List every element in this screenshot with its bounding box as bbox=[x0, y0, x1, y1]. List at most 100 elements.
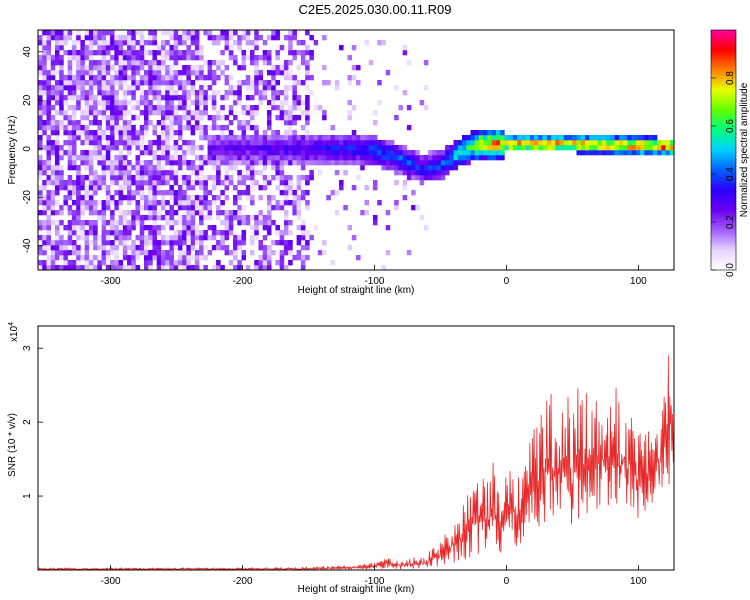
heatmap-cell bbox=[644, 145, 649, 151]
heatmap-cell bbox=[266, 180, 272, 186]
colorbar-tick-label: 0.6 bbox=[725, 119, 736, 133]
heatmap-cell bbox=[135, 85, 141, 91]
heatmap-cell bbox=[462, 135, 467, 141]
heatmap-cell bbox=[54, 145, 60, 151]
snr-x-ticks: -300 -200 -100 0 100 bbox=[101, 565, 647, 587]
heatmap-cell bbox=[216, 165, 221, 171]
heatmap-cell bbox=[300, 245, 306, 251]
heatmap-cell bbox=[114, 55, 119, 61]
heatmap-cell bbox=[80, 160, 85, 166]
heatmap-cell bbox=[71, 180, 77, 186]
heatmap-cell bbox=[71, 225, 77, 231]
heatmap-cell bbox=[317, 160, 323, 166]
heatmap-cell bbox=[42, 165, 47, 171]
heatmap-cell bbox=[131, 255, 136, 261]
heatmap-cell bbox=[173, 95, 179, 101]
heatmap-cell bbox=[54, 155, 60, 161]
heatmap-cell bbox=[84, 200, 90, 206]
heatmap-cell bbox=[156, 185, 162, 191]
heatmap-cell bbox=[241, 205, 247, 211]
heatmap-cell bbox=[54, 80, 60, 86]
heatmap-cell bbox=[135, 30, 141, 36]
heatmap-cell bbox=[46, 85, 52, 91]
heatmap-cell bbox=[364, 200, 370, 206]
heatmap-cell bbox=[194, 145, 200, 151]
heatmap-cell bbox=[84, 230, 90, 236]
heatmap-cell bbox=[584, 140, 590, 146]
heatmap-cell bbox=[258, 95, 264, 101]
heatmap-cell bbox=[334, 190, 340, 196]
heatmap-cell bbox=[339, 185, 344, 191]
heatmap-cell bbox=[80, 265, 85, 271]
heatmap-cell bbox=[385, 155, 391, 161]
heatmap-cell bbox=[101, 100, 107, 106]
heatmap-cell bbox=[623, 145, 628, 151]
heatmap-cell bbox=[283, 265, 289, 271]
heatmap-cell bbox=[84, 140, 90, 146]
heatmap-cell bbox=[93, 110, 98, 116]
heatmap-cell bbox=[105, 115, 111, 121]
heatmap-cell bbox=[152, 255, 158, 261]
heatmap-cell bbox=[347, 100, 353, 106]
heatmap-cell bbox=[50, 105, 56, 111]
heatmap-cell bbox=[97, 70, 102, 76]
heatmap-cell bbox=[156, 110, 162, 116]
heatmap-cell bbox=[105, 90, 111, 96]
heatmap-cell bbox=[190, 210, 196, 216]
heatmap-cell bbox=[152, 235, 158, 241]
heatmap-cell bbox=[84, 50, 90, 56]
heatmap-cell bbox=[144, 200, 149, 206]
heatmap-cell bbox=[101, 240, 107, 246]
heatmap-cell bbox=[237, 45, 242, 51]
heatmap-cell bbox=[250, 240, 255, 246]
heatmap-cell bbox=[131, 190, 136, 196]
heatmap-cell bbox=[160, 165, 166, 171]
heatmap-cell bbox=[470, 150, 476, 156]
heatmap-cell bbox=[46, 195, 52, 201]
heatmap-cell bbox=[169, 85, 174, 91]
heatmap-cell bbox=[453, 155, 459, 161]
heatmap-cell bbox=[394, 205, 399, 211]
heatmap-cell bbox=[177, 175, 183, 181]
heatmap-cell bbox=[339, 150, 344, 156]
heatmap-cell bbox=[271, 90, 276, 96]
heatmap-cell bbox=[258, 155, 264, 161]
heatmap-cell bbox=[199, 100, 204, 106]
heatmap-cell bbox=[114, 35, 119, 41]
heatmap-cell bbox=[105, 240, 111, 246]
heatmap-cell bbox=[97, 125, 102, 131]
heatmap-cell bbox=[254, 180, 259, 186]
heatmap-cell bbox=[144, 215, 149, 221]
heatmap-cell bbox=[305, 150, 310, 156]
heatmap-cell bbox=[46, 240, 52, 246]
heatmap-cell bbox=[500, 155, 505, 161]
heatmap-cell bbox=[445, 155, 450, 161]
heatmap-cell bbox=[186, 125, 191, 131]
heatmap-cell bbox=[173, 45, 179, 51]
heatmap-cell bbox=[211, 145, 217, 151]
heatmap-cell bbox=[59, 95, 64, 101]
heatmap-cell bbox=[97, 265, 102, 271]
heatmap-cell bbox=[313, 150, 319, 156]
heatmap-cell bbox=[93, 50, 98, 56]
heatmap-cell bbox=[152, 220, 158, 226]
heatmap-cell bbox=[42, 30, 47, 36]
heatmap-cell bbox=[228, 35, 234, 41]
heatmap-cell bbox=[224, 215, 230, 221]
heatmap-cell bbox=[283, 250, 289, 256]
heatmap-cell bbox=[54, 150, 60, 156]
heatmap-cell bbox=[122, 195, 128, 201]
heatmap-cell bbox=[211, 90, 217, 96]
heatmap-cell bbox=[144, 185, 149, 191]
heatmap-cell bbox=[495, 135, 501, 141]
heatmap-cell bbox=[190, 35, 196, 41]
heatmap-cell bbox=[84, 55, 90, 61]
heatmap-cell bbox=[135, 245, 141, 251]
heatmap-cell bbox=[169, 145, 174, 151]
heatmap-cell bbox=[317, 170, 323, 176]
heatmap-cell bbox=[279, 190, 285, 196]
heatmap-cell bbox=[326, 145, 331, 151]
heatmap-cell bbox=[110, 40, 115, 46]
heatmap-cell bbox=[186, 160, 191, 166]
heatmap-cell bbox=[385, 160, 391, 166]
